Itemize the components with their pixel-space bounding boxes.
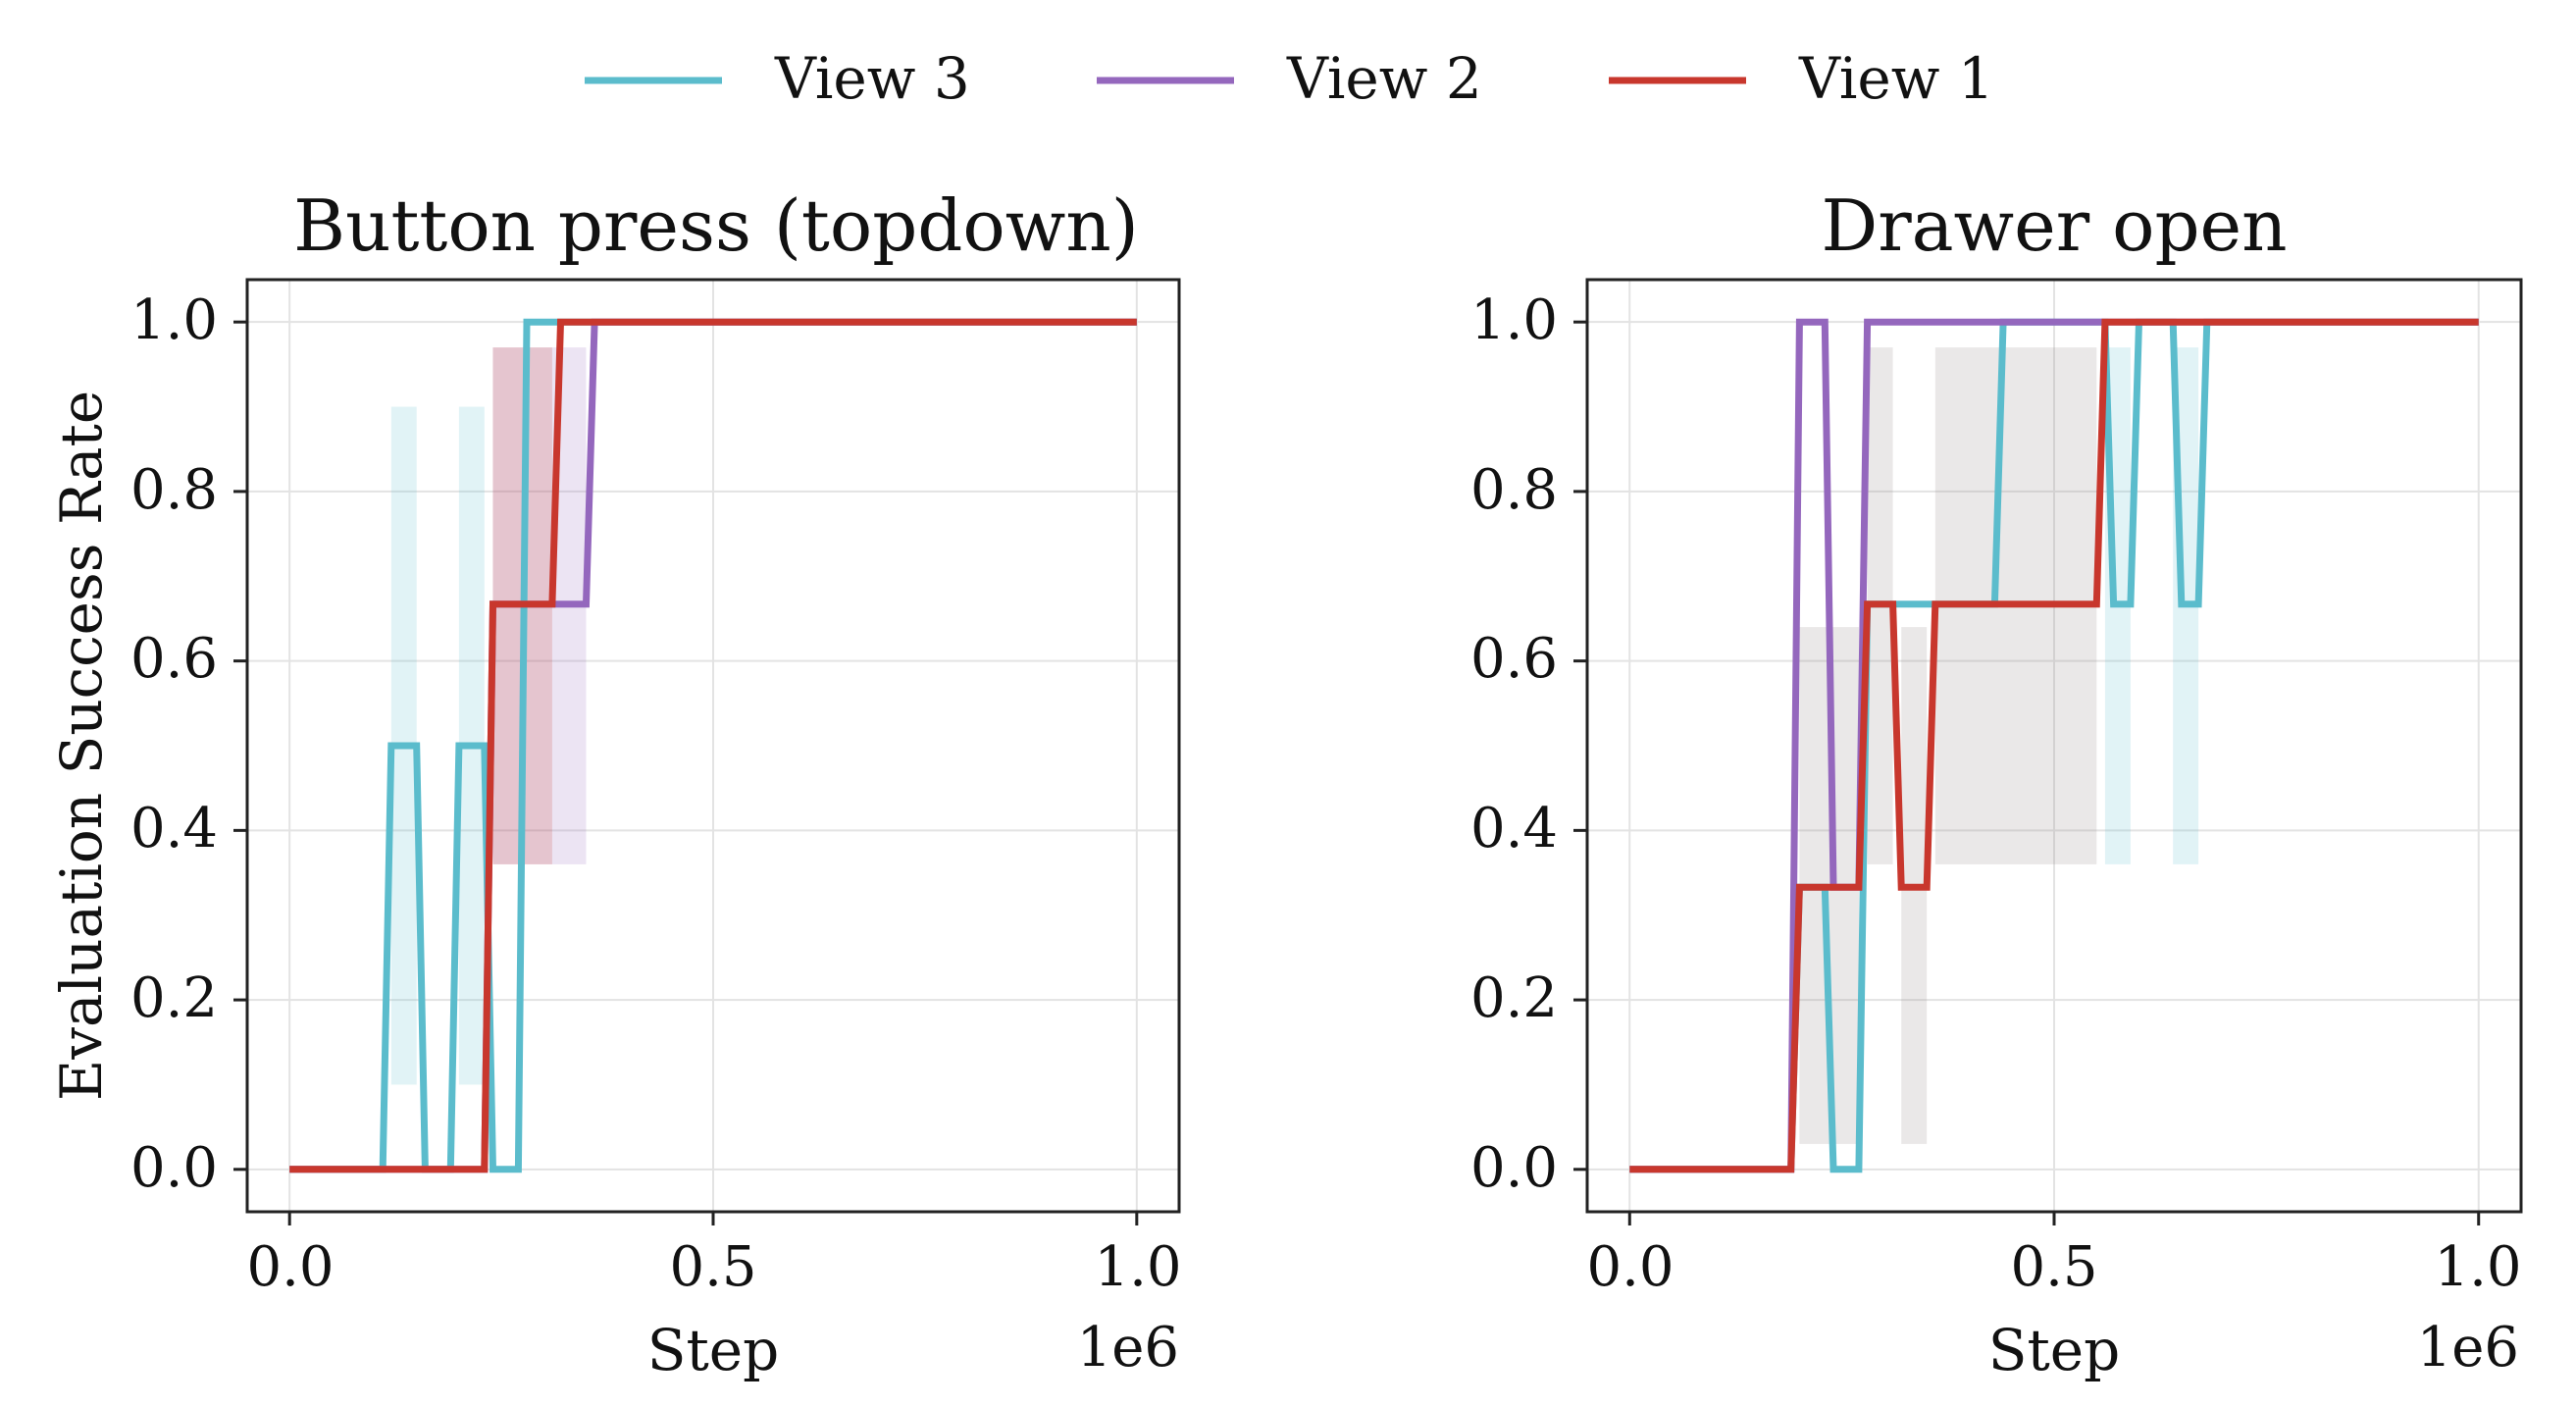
y-tick-label: 0.2: [130, 966, 218, 1030]
series-lines: [289, 318, 1137, 1173]
x-tick-label: 0.5: [2010, 1235, 2097, 1299]
x-axis-label: Step: [1988, 1317, 2121, 1383]
series-line-view-1: [1629, 318, 2479, 1173]
y-tick-label: 1.0: [130, 288, 218, 352]
y-tick-label: 0.2: [1470, 966, 1558, 1030]
x-tick-labels: 0.0 0.5 1.0: [246, 1235, 1181, 1299]
x-tick-label: 1.0: [2434, 1235, 2521, 1299]
series-line-view-3: [289, 318, 1137, 1173]
x-tick-label: 0.5: [669, 1235, 756, 1299]
y-tick-label: 0.4: [1470, 797, 1558, 860]
x-tick-label: 1.0: [1094, 1235, 1181, 1299]
x-tick-label: 0.0: [1586, 1235, 1674, 1299]
legend-item-view-1: View 1: [1609, 45, 1994, 112]
y-tick-label: 0.0: [130, 1136, 218, 1200]
y-tick-label: 0.4: [130, 797, 218, 860]
legend-item-view-3: View 3: [585, 45, 970, 112]
ticks: [233, 320, 1139, 1225]
legend-label-view-1: View 1: [1798, 45, 1994, 112]
legend-label-view-3: View 3: [774, 45, 970, 112]
chart-title: Button press (topdown): [293, 184, 1139, 267]
series-lines: [1629, 318, 2479, 1173]
x-axis-label: Step: [647, 1317, 780, 1383]
y-tick-label: 0.0: [1470, 1136, 1558, 1200]
y-tick-label: 0.6: [1470, 627, 1558, 691]
legend-item-view-2: View 2: [1097, 45, 1482, 112]
y-axis-label: Evaluation Success Rate: [48, 391, 115, 1101]
chart-title: Drawer open: [1821, 184, 2287, 267]
y-tick-label: 1.0: [1470, 288, 1558, 352]
y-tick-label: 0.8: [130, 458, 218, 522]
x-tick-labels: 0.0 0.5 1.0: [1586, 1235, 2521, 1299]
x-tick-label: 0.0: [246, 1235, 334, 1299]
y-tick-labels: 0.0 0.2 0.4 0.6 0.8 1.0: [130, 288, 218, 1200]
series-line-view-1: [289, 318, 1137, 1173]
ticks: [1573, 320, 2481, 1225]
y-tick-label: 0.8: [1470, 458, 1558, 522]
y-tick-label: 0.6: [130, 627, 218, 691]
x-offset-label: 1e6: [2417, 1316, 2519, 1380]
legend: View 3 View 2 View 1: [585, 45, 1994, 112]
y-tick-labels: 0.0 0.2 0.4 0.6 0.8 1.0: [1470, 288, 1558, 1200]
x-offset-label: 1e6: [1077, 1316, 1179, 1380]
legend-label-view-2: View 2: [1286, 45, 1482, 112]
chart-panel-button-press: Button press (topdown) 0.0 0.2 0.4 0.6 0…: [48, 184, 1182, 1383]
chart-panel-drawer-open: Drawer open 0.0 0.2 0.4 0.6 0.8 1.0 0.0 …: [1470, 184, 2523, 1383]
